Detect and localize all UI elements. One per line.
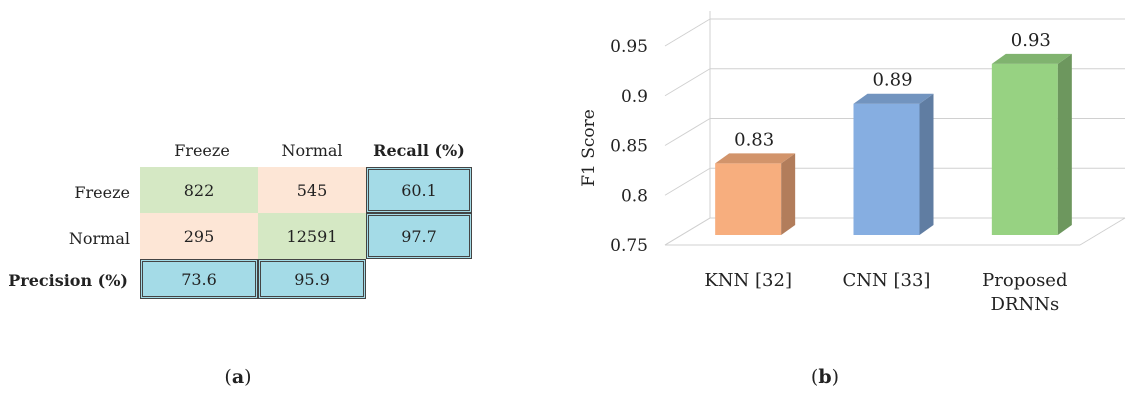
bar-front-face <box>715 163 782 235</box>
y-tick-label: 0.85 <box>610 137 648 157</box>
bar-side-face <box>919 93 934 235</box>
row-label-normal: Normal <box>68 229 130 248</box>
bar-side-face <box>781 153 796 235</box>
y-tick-label: 0.8 <box>621 186 648 206</box>
floor-right-edge <box>1079 217 1126 246</box>
cell-freeze-normal: 545 <box>258 167 366 213</box>
y-tick-label: 0.95 <box>610 37 648 57</box>
bar-front-face <box>991 63 1058 236</box>
bar-data-label: 0.83 <box>734 129 774 150</box>
f1-score-bar-chart: 0.75 0.8 0.85 0.9 0.95 0.83 0.89 0.93 KNN [32]… <box>579 11 1126 315</box>
bar-data-label: 0.93 <box>1011 30 1051 51</box>
grid-diagonal <box>664 217 711 246</box>
row-label-precision: Precision (%) <box>8 271 128 290</box>
bar <box>991 53 1072 236</box>
col-header-recall: Recall (%) <box>373 141 465 160</box>
y-tick-labels: 0.75 0.8 0.85 0.9 0.95 <box>610 37 648 256</box>
cell-precision-freeze: 73.6 <box>140 259 258 299</box>
grid-diagonal <box>664 118 711 146</box>
category-label: CNN [33] <box>843 270 931 291</box>
bar-data-label: 0.89 <box>872 70 912 91</box>
grid-diagonal <box>664 18 711 47</box>
grid-diagonal <box>664 167 711 196</box>
category-label: Proposed DRNNs <box>982 270 1067 315</box>
cell-freeze-freeze: 822 <box>140 167 258 213</box>
y-tick-label: 0.75 <box>610 236 648 256</box>
category-labels: KNN [32] CNN [33] Proposed DRNNs <box>704 270 1067 315</box>
cell-precision-normal: 95.9 <box>258 259 366 299</box>
bar-side-face <box>1057 53 1072 236</box>
bar-top-face <box>991 53 1072 64</box>
cell-normal-freeze: 295 <box>140 213 258 259</box>
row-label-freeze: Freeze <box>74 183 130 202</box>
col-header-normal: Normal <box>281 141 343 160</box>
grid-diagonal <box>664 68 711 97</box>
caption-a: (a) <box>224 366 252 388</box>
bar <box>853 93 934 235</box>
bar <box>715 153 796 235</box>
y-axis-label: F1 Score <box>579 109 599 187</box>
category-label: KNN [32] <box>704 270 792 291</box>
bar-layer: 0.83 0.89 0.93 <box>715 30 1072 236</box>
bar-front-face <box>853 103 920 235</box>
col-header-freeze: Freeze <box>174 141 230 160</box>
cell-recall-freeze: 60.1 <box>366 167 472 213</box>
cell-normal-normal: 12591 <box>258 213 366 259</box>
caption-b: (b) <box>810 366 840 388</box>
y-tick-label: 0.9 <box>621 87 648 107</box>
bar-top-face <box>715 153 796 164</box>
confusion-matrix-panel: Freeze Normal Recall (%) Freeze Normal P… <box>0 0 560 397</box>
cell-recall-normal: 97.7 <box>366 213 472 259</box>
bar-top-face <box>853 93 934 104</box>
